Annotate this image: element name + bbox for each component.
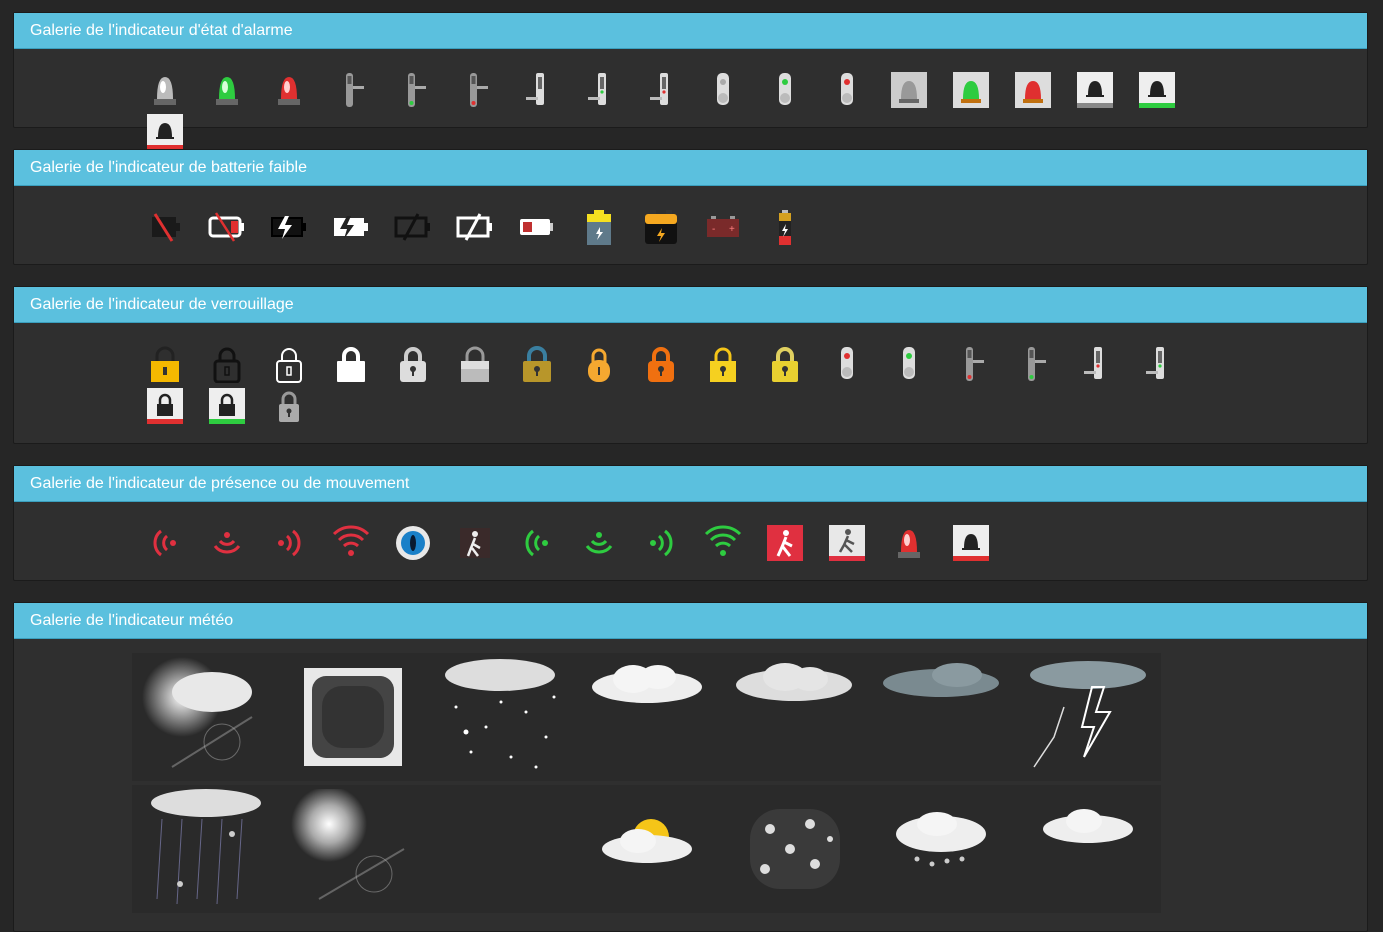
battery-slash-light-icon[interactable] [454,208,496,246]
wave-left-red-icon[interactable] [146,524,184,562]
door-handle-keypad-red-icon[interactable] [460,71,490,109]
padlock-silver-icon[interactable] [458,345,492,383]
padlock-yellow-icon[interactable] [148,345,182,383]
padlock-gray-icon[interactable] [396,345,430,383]
svg-text:+: + [729,224,735,235]
svg-text:-: - [712,224,715,235]
padlock-outline-dark-icon[interactable] [210,345,244,383]
siren-tile-green-icon[interactable] [952,71,990,109]
battery-charging-dark-icon[interactable] [268,208,310,246]
presence-panel: Galerie de l'indicateur de présence ou d… [13,465,1368,581]
weather-empty-cell [426,785,573,913]
snowflakes-icon[interactable] [730,789,858,909]
bell-tile-icon[interactable] [1076,71,1114,109]
snow-icon[interactable] [436,657,564,777]
bell-tile-red-icon[interactable] [952,524,990,562]
knob-keypad-icon[interactable] [708,71,738,109]
battery-panel-title: Galerie de l'indicateur de batterie faib… [14,150,1367,186]
knob-keypad-green-icon[interactable] [894,345,924,383]
padlock-rounded-orange-icon[interactable] [582,345,616,383]
rain-icon[interactable] [142,789,270,909]
car-battery-icon[interactable]: - + [704,208,742,246]
wave-down-red-icon[interactable] [208,524,246,562]
presence-panel-title: Galerie de l'indicateur de présence ou d… [14,466,1367,502]
battery-gallery: - + [134,206,1244,248]
door-handle-keypad-green-icon[interactable] [398,71,428,109]
battery-orange-icon[interactable] [642,208,680,246]
padlock-yellow-glossy-icon[interactable] [768,345,802,383]
padlock-tile-red-icon[interactable] [146,387,184,425]
cloud-sun-flare-icon[interactable] [141,657,270,777]
lever-keypad-icon[interactable] [522,71,552,109]
padlock-small-gray-icon[interactable] [274,387,304,425]
wave-left-green-icon[interactable] [518,524,556,562]
padlock-yellow-flat-icon[interactable] [706,345,740,383]
alarm-gallery [134,69,1244,153]
padlock-orange-icon[interactable] [644,345,678,383]
cloud-small-icon[interactable] [1024,789,1152,909]
wave-right-green-icon[interactable] [642,524,680,562]
siren-gray-icon[interactable] [150,71,180,109]
presence-gallery [134,522,1244,564]
lever-keypad-red-icon[interactable] [1080,345,1110,383]
door-handle-keypad-green-icon[interactable] [1018,345,1048,383]
padlock-outline-light-icon[interactable] [272,345,306,383]
siren-red-icon[interactable] [894,524,924,562]
padlock-white-icon[interactable] [334,345,368,383]
battery-yellow-top-icon[interactable] [582,208,616,246]
bell-tile-green-icon[interactable] [1138,71,1176,109]
cloud-dark-icon[interactable] [877,657,1005,777]
alarm-panel: Galerie de l'indicateur d'état d'alarme [13,12,1368,150]
lever-keypad-green-icon[interactable] [1142,345,1172,383]
battery-panel: Galerie de l'indicateur de batterie faib… [13,149,1368,265]
cloud-gray-icon[interactable] [730,657,858,777]
sun-flare-icon[interactable] [289,789,417,909]
knob-keypad-red-icon[interactable] [832,71,862,109]
walker-dark-icon[interactable] [456,524,494,562]
battery-slash-dark-icon[interactable] [392,208,434,246]
weather-panel: Galerie de l'indicateur météo [13,602,1368,932]
lever-keypad-green-icon[interactable] [584,71,614,109]
door-handle-keypad-icon[interactable] [336,71,366,109]
lock-panel-title: Galerie de l'indicateur de verrouillage [14,287,1367,323]
alarm-panel-title: Galerie de l'indicateur d'état d'alarme [14,13,1367,49]
weather-gallery [132,653,1162,923]
door-handle-keypad-red-icon[interactable] [956,345,986,383]
thunderstorm-icon[interactable] [1024,657,1152,777]
knob-keypad-green-icon[interactable] [770,71,800,109]
siren-tile-red-icon[interactable] [1014,71,1052,109]
walker-red-tile-icon[interactable] [766,524,804,562]
lock-gallery [134,343,1244,427]
siren-tile-gray-icon[interactable] [890,71,928,109]
battery-slash-red-icon[interactable] [146,208,184,246]
cloud-icon[interactable] [583,657,711,777]
padlock-tile-green-icon[interactable] [208,387,246,425]
lever-keypad-red-icon[interactable] [646,71,676,109]
lock-panel: Galerie de l'indicateur de verrouillage [13,286,1368,444]
wave-down-green-icon[interactable] [580,524,618,562]
battery-low-red-icon[interactable] [516,208,558,246]
siren-green-icon[interactable] [212,71,242,109]
fog-icon[interactable] [298,662,408,772]
wave-right-red-icon[interactable] [270,524,308,562]
siren-red-icon[interactable] [274,71,304,109]
bell-tile-red-icon[interactable] [146,113,184,151]
wifi-green-icon[interactable] [704,524,742,562]
walker-tile-red-bar-icon[interactable] [828,524,866,562]
knob-keypad-red-icon[interactable] [832,345,862,383]
partly-cloudy-icon[interactable] [583,789,711,909]
cloud-hail-icon[interactable] [877,789,1005,909]
weather-panel-title: Galerie de l'indicateur météo [14,603,1367,639]
battery-empty-slash-icon[interactable] [206,208,248,246]
padlock-gold-icon[interactable] [520,345,554,383]
eye-icon[interactable] [394,524,432,562]
wifi-red-icon[interactable] [332,524,370,562]
battery-cell-red-icon[interactable] [770,208,800,246]
battery-charging-light-icon[interactable] [330,208,372,246]
